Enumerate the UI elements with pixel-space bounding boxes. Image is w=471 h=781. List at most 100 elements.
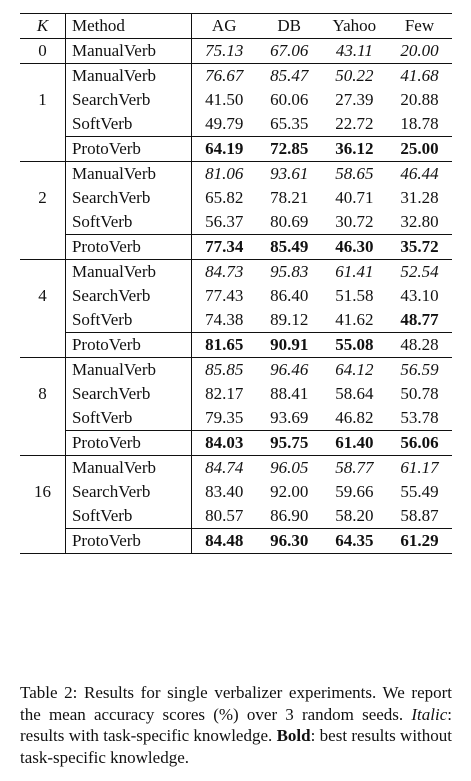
method-name: ProtoVerb bbox=[65, 136, 192, 162]
score-few: 46.44 bbox=[386, 161, 452, 186]
caption-text-3: : best results without task-specific kno… bbox=[20, 726, 452, 767]
score-yahoo: 50.22 bbox=[321, 63, 387, 88]
score-db: 89.12 bbox=[270, 310, 309, 329]
score-db: 65.35 bbox=[270, 114, 309, 133]
score-yahoo: 55.08 bbox=[321, 332, 387, 358]
score-ag: 83.40 bbox=[205, 482, 244, 501]
score-db: 72.85 bbox=[256, 136, 322, 162]
k-spacer bbox=[20, 528, 66, 554]
score-few: 41.68 bbox=[386, 63, 452, 88]
score-yahoo: 58.77 bbox=[321, 455, 387, 480]
method-name: ManualVerb bbox=[65, 357, 192, 382]
caption-label: Table 2: bbox=[20, 683, 78, 702]
header-method: Method bbox=[65, 13, 192, 39]
score-yahoo: 64.12 bbox=[321, 357, 387, 382]
score-yahoo: 41.62 bbox=[335, 310, 374, 329]
score-few: 20.88 bbox=[400, 90, 439, 109]
table-row: SoftVerb 56.37 80.69 30.72 32.80 bbox=[20, 210, 452, 235]
score-db: 95.75 bbox=[256, 430, 322, 456]
k-spacer bbox=[20, 430, 66, 456]
results-table: K Method AG DB Yahoo Few 0 ManualVerb 75… bbox=[20, 13, 452, 554]
table-row-protoverb: ProtoVerb 64.19 72.85 36.12 25.00 bbox=[20, 136, 452, 162]
score-ag: 76.67 bbox=[191, 63, 257, 88]
score-few: 53.78 bbox=[400, 408, 439, 427]
score-yahoo: 61.41 bbox=[321, 259, 387, 284]
header-k: K bbox=[20, 13, 66, 39]
method-name: SoftVerb bbox=[65, 112, 192, 137]
score-ag: 77.34 bbox=[191, 234, 257, 260]
score-yahoo: 58.65 bbox=[321, 161, 387, 186]
score-yahoo: 22.72 bbox=[335, 114, 374, 133]
method-name: SoftVerb bbox=[65, 308, 192, 333]
method-name: SearchVerb bbox=[65, 88, 192, 112]
score-ag: 41.50 bbox=[205, 90, 244, 109]
score-yahoo: 30.72 bbox=[335, 212, 374, 231]
table-row-protoverb: ProtoVerb 84.48 96.30 64.35 61.29 bbox=[20, 528, 452, 554]
method-name: ManualVerb bbox=[65, 63, 192, 88]
table-row: 8 ManualVerb 85.85 96.46 64.12 56.59 bbox=[20, 357, 452, 431]
score-ag: 81.06 bbox=[191, 161, 257, 186]
score-few: 52.54 bbox=[386, 259, 452, 284]
table-row-protoverb: ProtoVerb 77.34 85.49 46.30 35.72 bbox=[20, 234, 452, 260]
score-ag: 85.85 bbox=[191, 357, 257, 382]
caption-italic-term: Italic bbox=[411, 704, 448, 724]
table-row: SoftVerb 80.57 86.90 58.20 58.87 bbox=[20, 504, 452, 529]
score-ag: 74.38 bbox=[205, 310, 244, 329]
table-row-protoverb: ProtoVerb 81.65 90.91 55.08 48.28 bbox=[20, 332, 452, 358]
table-row: SearchVerb 77.43 86.40 51.58 43.10 bbox=[20, 284, 452, 308]
method-name: SearchVerb bbox=[65, 480, 192, 504]
table-row: SearchVerb 41.50 60.06 27.39 20.88 bbox=[20, 88, 452, 112]
k-value: 16 bbox=[20, 455, 66, 529]
score-db: 86.40 bbox=[270, 286, 309, 305]
score-few: 48.77 bbox=[400, 310, 439, 329]
header-row: K Method AG DB Yahoo Few bbox=[20, 13, 452, 39]
score-ag: 77.43 bbox=[205, 286, 244, 305]
method-name: ProtoVerb bbox=[65, 528, 192, 554]
table-row-protoverb: ProtoVerb 84.03 95.75 61.40 56.06 bbox=[20, 430, 452, 456]
header-db: DB bbox=[256, 13, 322, 39]
method-name: ManualVerb bbox=[65, 38, 192, 64]
table-row: SearchVerb 65.82 78.21 40.71 31.28 bbox=[20, 186, 452, 210]
score-yahoo: 46.30 bbox=[321, 234, 387, 260]
score-few: 31.28 bbox=[400, 188, 439, 207]
score-few: 55.49 bbox=[400, 482, 439, 501]
score-db: 88.41 bbox=[270, 384, 309, 403]
score-yahoo: 59.66 bbox=[335, 482, 374, 501]
score-db: 86.90 bbox=[270, 506, 309, 525]
score-db: 85.49 bbox=[256, 234, 322, 260]
zero-shot-row: 0 ManualVerb 75.13 67.06 43.11 20.00 bbox=[20, 38, 452, 64]
score-few: 25.00 bbox=[386, 136, 452, 162]
k-value: 4 bbox=[20, 259, 66, 333]
score-few: 35.72 bbox=[386, 234, 452, 260]
table-row: SoftVerb 74.38 89.12 41.62 48.77 bbox=[20, 308, 452, 333]
score-ag: 56.37 bbox=[205, 212, 244, 231]
method-name: SoftVerb bbox=[65, 504, 192, 529]
table-row: 4 ManualVerb 84.73 95.83 61.41 52.54 bbox=[20, 259, 452, 333]
score-few: 50.78 bbox=[400, 384, 439, 403]
score-few: 18.78 bbox=[400, 114, 439, 133]
score-ag: 84.03 bbox=[191, 430, 257, 456]
score-yahoo: 58.64 bbox=[335, 384, 374, 403]
k-value: 8 bbox=[20, 357, 66, 431]
score-ag: 64.19 bbox=[191, 136, 257, 162]
score-yahoo: 61.40 bbox=[321, 430, 387, 456]
score-ag: 49.79 bbox=[205, 114, 244, 133]
method-name: ManualVerb bbox=[65, 161, 192, 186]
score-yahoo: 46.82 bbox=[335, 408, 374, 427]
table-row: SoftVerb 79.35 93.69 46.82 53.78 bbox=[20, 406, 452, 431]
score-few: 56.59 bbox=[386, 357, 452, 382]
method-name: ManualVerb bbox=[65, 259, 192, 284]
method-name: SearchVerb bbox=[65, 186, 192, 210]
score-ag: 84.73 bbox=[191, 259, 257, 284]
score-db: 80.69 bbox=[270, 212, 309, 231]
k-value: 0 bbox=[20, 38, 66, 64]
method-name: ProtoVerb bbox=[65, 430, 192, 456]
score-db: 92.00 bbox=[270, 482, 309, 501]
table-row: SearchVerb 82.17 88.41 58.64 50.78 bbox=[20, 382, 452, 406]
score-db: 78.21 bbox=[270, 188, 309, 207]
header-ag: AG bbox=[191, 13, 257, 39]
score-yahoo: 51.58 bbox=[335, 286, 374, 305]
k-spacer bbox=[20, 136, 66, 162]
method-name: SearchVerb bbox=[65, 284, 192, 308]
